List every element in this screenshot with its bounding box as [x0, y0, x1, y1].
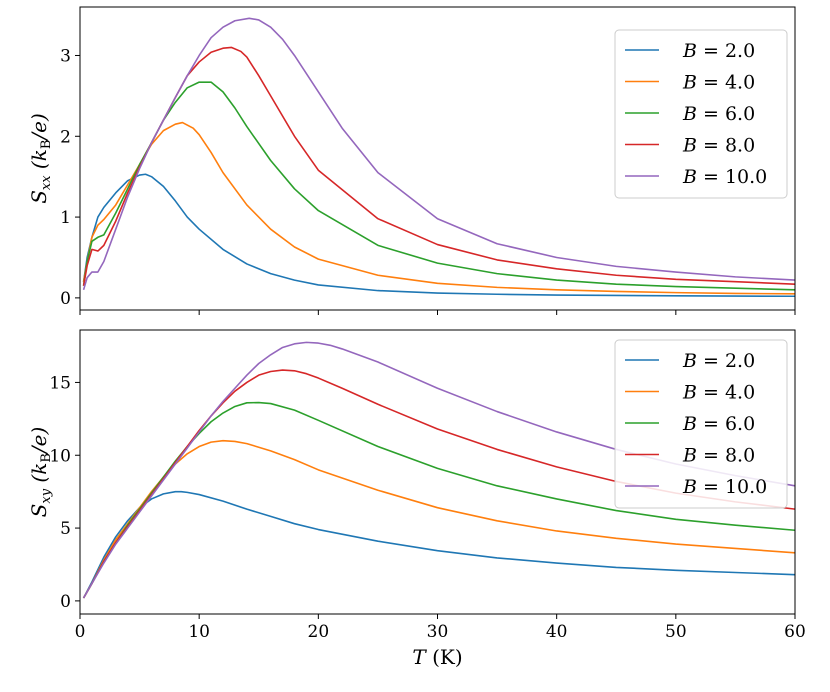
- series-line-5: [82, 341, 795, 599]
- top-panel: 0 1 2 3 Sxx (kB/e) B = 2.0 B = 4.0 B = 6.0 B = 8…: [27, 6, 796, 315]
- legend-label-5: B = 10.0: [682, 476, 767, 498]
- series-line-3: [82, 81, 795, 291]
- legend-label-2: B = 4.0: [682, 382, 755, 404]
- series-line-1: [82, 490, 795, 599]
- legend-label-1: B = 2.0: [682, 350, 755, 372]
- legend-label-2: B = 4.0: [682, 72, 755, 94]
- y-axis-label: Sxy (kB/e): [27, 427, 54, 518]
- y-tick-label: 0: [60, 289, 71, 309]
- x-tick-label: 30: [427, 622, 449, 642]
- series-line-2: [82, 121, 795, 295]
- series-line-4: [82, 46, 795, 286]
- legend: B = 2.0 B = 4.0 B = 6.0 B = 8.0 B = 10.0: [614, 29, 788, 199]
- y-tick-label: 3: [60, 46, 71, 66]
- x-tick-label: 20: [308, 622, 330, 642]
- x-tick-label: 40: [546, 622, 568, 642]
- x-tick-label: 10: [188, 622, 210, 642]
- legend-label-4: B = 8.0: [682, 445, 755, 467]
- x-axis-label: T (K): [412, 645, 462, 669]
- legend-box: [614, 29, 788, 199]
- plot-area: [82, 17, 795, 298]
- legend-label-5: B = 10.0: [682, 166, 767, 188]
- x-tick-label: 60: [784, 622, 806, 642]
- legend-label-4: B = 8.0: [682, 135, 755, 157]
- legend-box: [614, 339, 788, 509]
- y-tick-label: 0: [60, 592, 71, 612]
- bottom-panel: 0 10 20 30 40 50 60 0 5 10 15 Sxy (kB/e) T (K) B = 2.…: [27, 329, 806, 669]
- legend-label-1: B = 2.0: [682, 40, 755, 62]
- x-tick-label: 0: [75, 622, 86, 642]
- y-axis-label: Sxx (kB/e): [27, 113, 54, 204]
- y-tick-label: 1: [60, 208, 71, 228]
- series-line-3: [82, 401, 795, 599]
- legend: B = 2.0 B = 4.0 B = 6.0 B = 8.0 B = 10.0: [614, 339, 788, 509]
- series-line-4: [82, 369, 795, 599]
- series-line-1: [82, 173, 795, 298]
- y-tick-label: 15: [49, 373, 71, 393]
- series-line-2: [82, 439, 795, 599]
- plot-area: [82, 341, 795, 599]
- x-tick-label: 50: [665, 622, 687, 642]
- y-tick-label: 5: [60, 519, 71, 539]
- legend-label-3: B = 6.0: [682, 103, 755, 125]
- legend-label-3: B = 6.0: [682, 413, 755, 435]
- y-tick-label: 2: [60, 127, 71, 147]
- y-tick-label: 10: [49, 446, 71, 466]
- series-line-5: [82, 17, 795, 291]
